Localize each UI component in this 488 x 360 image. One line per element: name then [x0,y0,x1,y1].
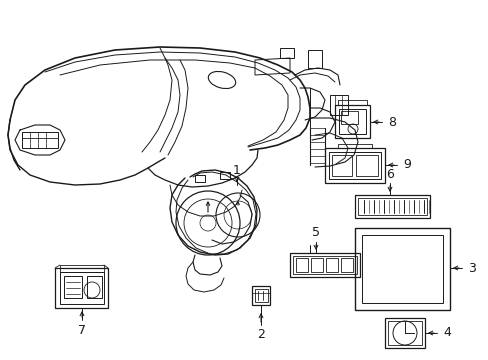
Text: 9: 9 [402,158,410,171]
Text: 1: 1 [233,163,241,176]
Text: 5: 5 [311,226,319,239]
Text: 7: 7 [78,324,86,337]
Text: 8: 8 [387,116,395,129]
Text: 2: 2 [257,328,264,341]
Text: 4: 4 [442,327,450,339]
Text: 3: 3 [467,261,475,274]
Text: 6: 6 [385,167,393,180]
